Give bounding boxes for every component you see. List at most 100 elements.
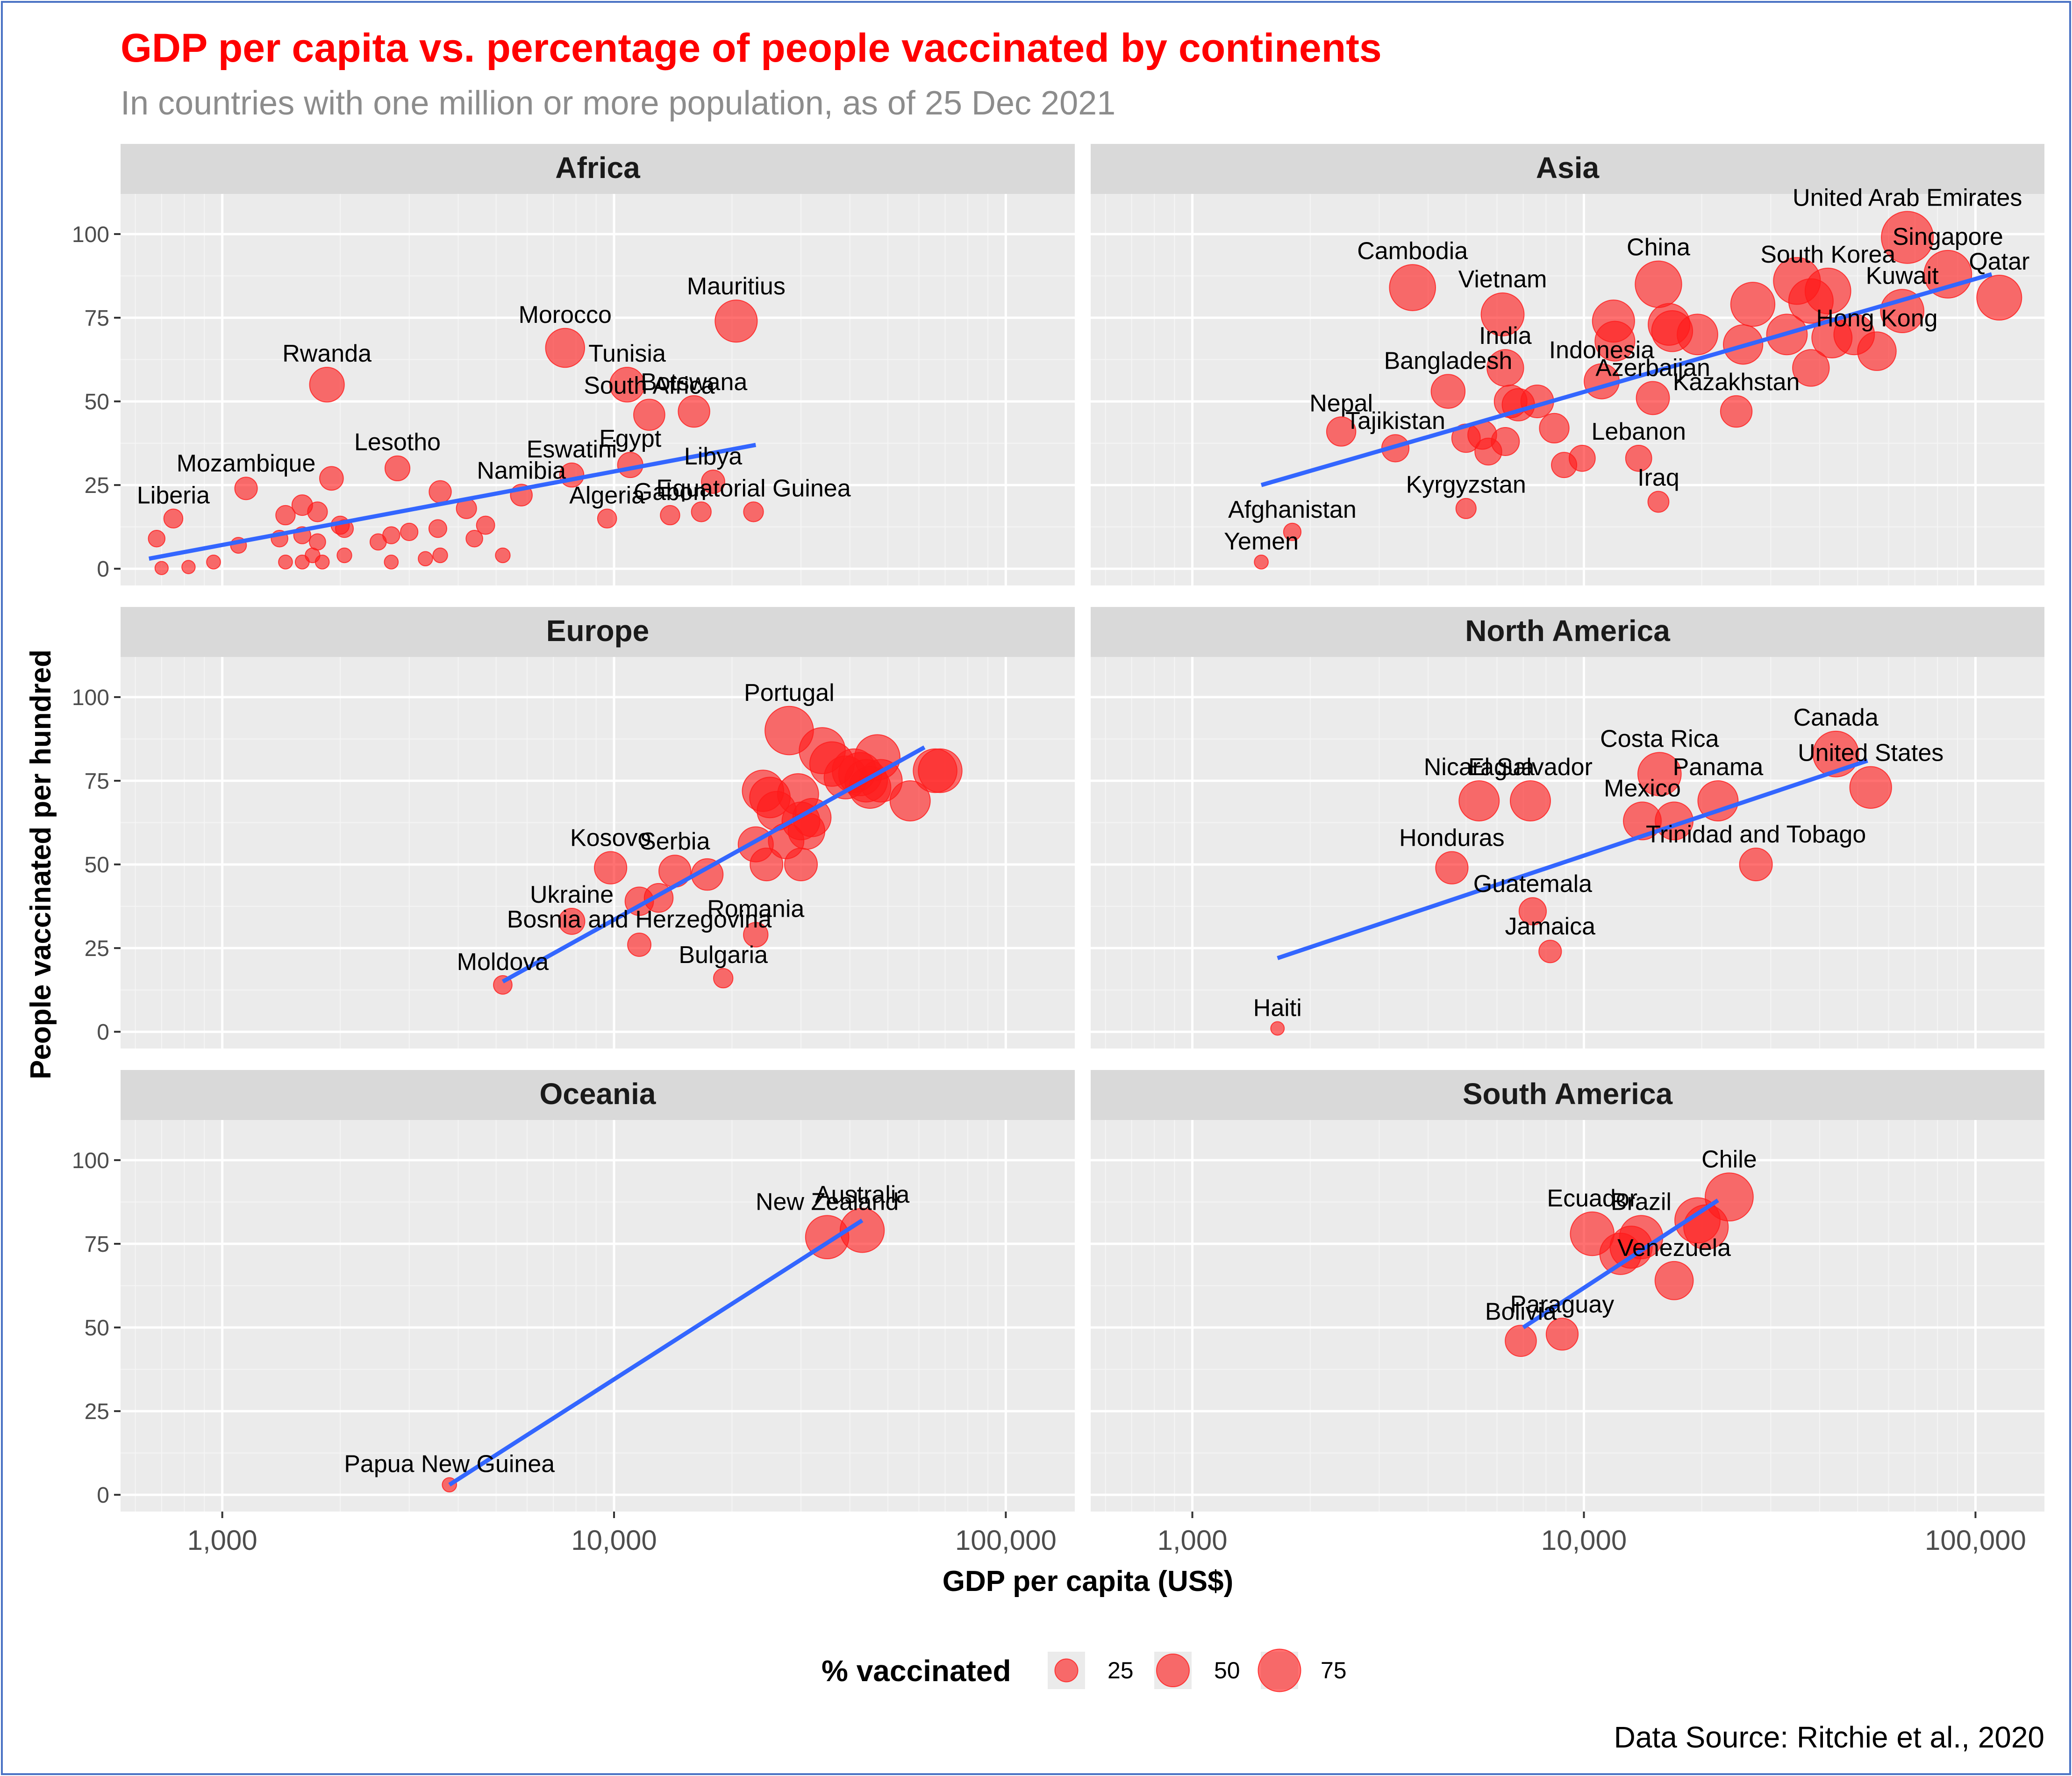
data-point-romania xyxy=(743,922,769,948)
point-label: Indonesia xyxy=(1549,337,1655,364)
data-point-equatorial-guinea xyxy=(743,501,764,522)
point-label: India xyxy=(1479,322,1532,349)
point-label: Morocco xyxy=(519,301,612,328)
point-label: Equatorial Guinea xyxy=(656,475,850,502)
data-point-kazakhstan xyxy=(1720,395,1753,428)
data-point xyxy=(278,555,293,570)
point-label: Venezuela xyxy=(1617,1234,1731,1262)
point-label: Chile xyxy=(1701,1146,1757,1173)
point-label: Canada xyxy=(1793,704,1879,731)
legend-label: 75 xyxy=(1321,1657,1347,1683)
data-point xyxy=(432,547,448,563)
data-point xyxy=(1474,437,1502,466)
point-label: Iraq xyxy=(1637,464,1679,492)
data-point xyxy=(784,848,818,882)
y-tick-label: 0 xyxy=(97,1020,109,1045)
point-label: Hong Kong xyxy=(1816,305,1937,332)
trend-line-oceania xyxy=(448,1219,864,1487)
data-point-serbia xyxy=(658,855,692,888)
point-label: Guatemala xyxy=(1473,870,1592,898)
point-label: Lesotho xyxy=(354,429,441,456)
y-tick-label: 25 xyxy=(85,473,109,498)
data-point-botswana xyxy=(678,395,710,428)
point-label: Mauritius xyxy=(687,273,786,300)
point-label: Vietnam xyxy=(1458,266,1547,293)
point-label: Rwanda xyxy=(282,340,372,367)
data-point-liberia xyxy=(163,508,184,529)
data-point-bangladesh xyxy=(1430,374,1466,409)
point-label: New Zealand xyxy=(756,1188,899,1215)
trend-line-asia xyxy=(1260,272,1993,487)
point-label: Liberia xyxy=(137,482,210,509)
data-point xyxy=(495,547,511,563)
data-point-south-africa xyxy=(633,399,665,431)
y-tick-label: 0 xyxy=(97,1483,109,1508)
y-tick-label: 100 xyxy=(72,1148,109,1173)
panel-background-north-america xyxy=(1091,657,2044,1048)
point-label: Romania xyxy=(707,895,804,922)
point-label: South Africa xyxy=(584,372,714,399)
point-label: United States xyxy=(1798,740,1943,767)
data-point xyxy=(275,505,296,526)
data-point xyxy=(181,560,196,574)
y-tick-label: 25 xyxy=(85,936,109,961)
data-point xyxy=(384,555,399,570)
data-point-el-salvador xyxy=(1509,780,1551,821)
data-point xyxy=(148,529,166,548)
trend-line-north-america xyxy=(1277,758,1868,960)
data-point-singapore xyxy=(1923,250,1972,299)
point-label: Bosnia and Herzegovina xyxy=(507,906,772,933)
facet-panels: Africa 0 25 50 75 100 Mauritius Morocco Tunisia R… xyxy=(72,144,2044,1556)
data-point-jamaica xyxy=(1538,940,1562,963)
data-point xyxy=(750,848,784,882)
data-point xyxy=(307,501,328,522)
data-point-mozambique xyxy=(234,477,258,500)
facet-strip-south-america xyxy=(1091,1070,2044,1120)
y-tick-label: 75 xyxy=(85,769,109,794)
panel-background-asia xyxy=(1091,194,2044,585)
data-point-iraq xyxy=(1647,491,1670,513)
data-point xyxy=(400,522,419,542)
data-point xyxy=(314,555,330,570)
y-tick-label: 0 xyxy=(97,557,109,582)
x-axis-title: GDP per capita (US$) xyxy=(943,1565,1233,1598)
x-tick-label: 10,000 xyxy=(571,1525,657,1556)
y-tick-label: 75 xyxy=(85,1232,109,1257)
point-label: Portugal xyxy=(744,679,835,706)
legend-key-25 xyxy=(1054,1658,1079,1683)
point-label: Moldova xyxy=(457,949,549,976)
trend-line-europe xyxy=(501,745,926,984)
point-label: Bangladesh xyxy=(1384,347,1513,374)
legend-label: 25 xyxy=(1107,1657,1134,1683)
data-point xyxy=(1792,349,1830,387)
data-point xyxy=(1609,1226,1653,1269)
point-label: Ukraine xyxy=(530,881,614,908)
point-label: Namibia xyxy=(477,457,566,484)
data-point-trinidad-and-tobago xyxy=(1739,848,1773,882)
y-tick-label: 50 xyxy=(85,853,109,877)
data-point-rwanda xyxy=(309,367,345,403)
facet-label-oceania: Oceania xyxy=(539,1077,656,1111)
point-label: Bulgaria xyxy=(679,941,768,969)
facet-label-south-america: South America xyxy=(1463,1077,1673,1111)
data-point-tunisia xyxy=(609,367,645,403)
data-point xyxy=(1788,278,1834,324)
point-label: Tajikistan xyxy=(1345,407,1445,435)
panel-background-europe xyxy=(121,657,1075,1048)
point-label: Algeria xyxy=(569,482,645,509)
data-point-costa-rica xyxy=(1637,752,1682,797)
data-point-morocco xyxy=(545,328,585,368)
data-point-nepal xyxy=(1326,416,1357,447)
data-point-kuwait xyxy=(1880,289,1925,334)
point-label: Panama xyxy=(1673,754,1764,781)
panel-background-oceania xyxy=(121,1120,1075,1512)
data-point-vietnam xyxy=(1480,292,1525,336)
data-point xyxy=(838,752,883,797)
y-tick-label: 100 xyxy=(72,685,109,710)
